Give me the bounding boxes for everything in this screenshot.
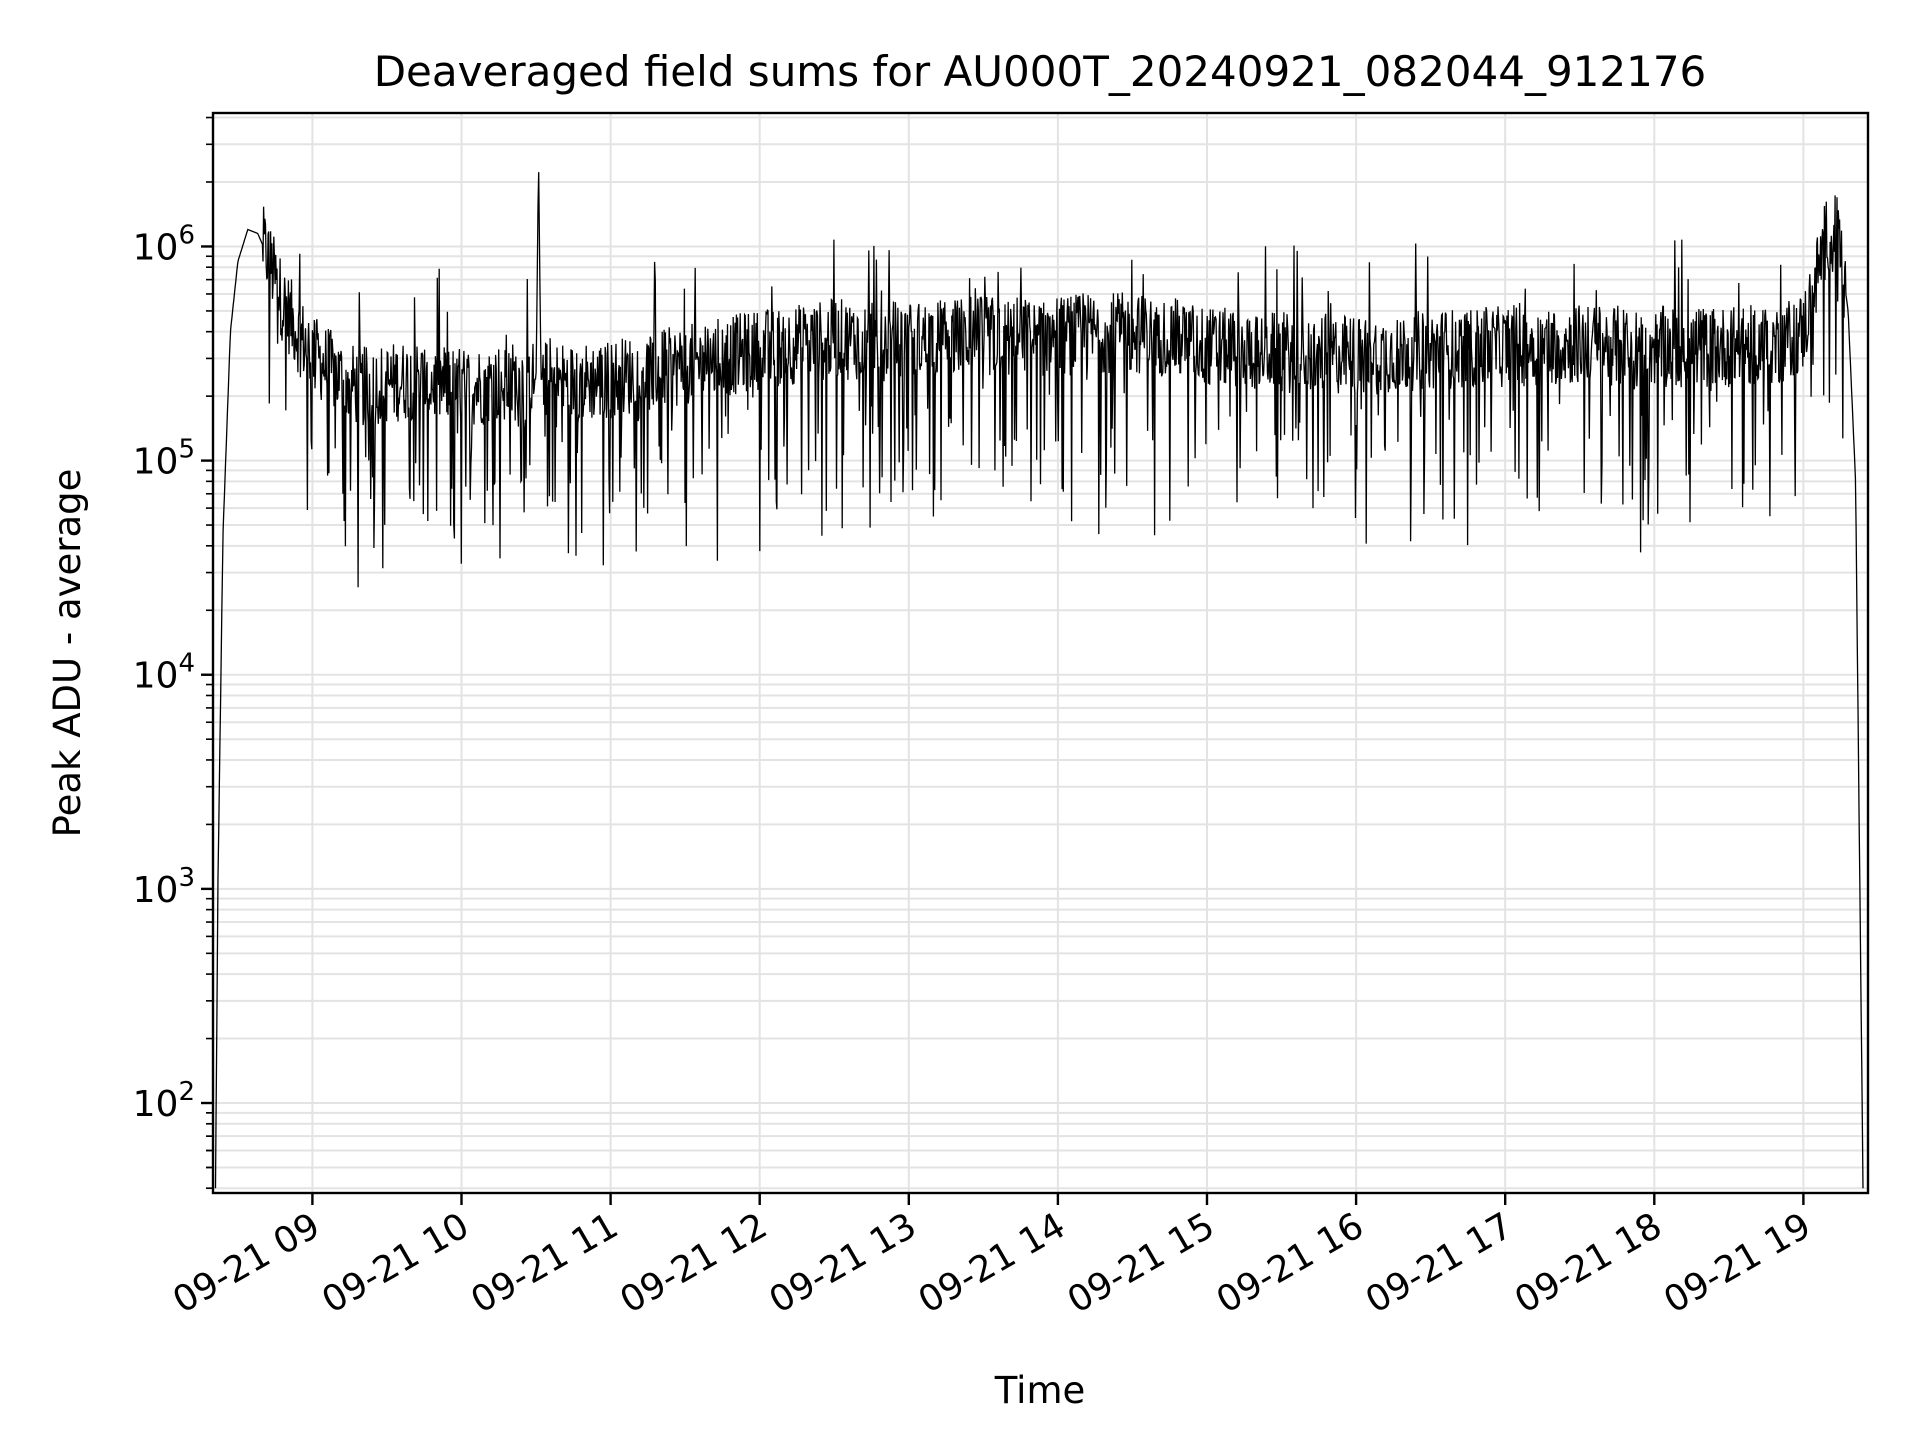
y-tick-label: 104 [133, 649, 195, 697]
x-tick-label: 09-21 09 [166, 1205, 327, 1321]
x-tick-label: 09-21 17 [1359, 1205, 1520, 1321]
x-axis-label: Time [994, 1369, 1086, 1412]
x-tick-label: 09-21 10 [315, 1205, 476, 1321]
y-tick-label: 103 [133, 863, 195, 911]
y-tick-exponent: 4 [178, 649, 195, 679]
x-tick-label: 09-21 19 [1657, 1205, 1818, 1321]
series-line [214, 172, 1864, 1189]
y-tick-label: 106 [133, 220, 195, 268]
plot-frame [211, 111, 1870, 1195]
y-tick-exponent: 6 [178, 220, 195, 250]
x-tick-label: 09-21 14 [912, 1205, 1073, 1321]
y-tick-exponent: 5 [178, 435, 195, 465]
y-tick-exponent: 2 [178, 1077, 195, 1107]
grid-layer [213, 113, 1868, 1193]
y-tick-exponent: 3 [178, 863, 195, 893]
y-tick-label: 102 [133, 1077, 195, 1125]
y-tick-label: 105 [133, 435, 195, 483]
y-tick-base: 10 [133, 227, 179, 268]
y-tick-base: 10 [133, 442, 179, 483]
y-tick-base: 10 [133, 656, 179, 697]
x-tick-label: 09-21 18 [1508, 1205, 1669, 1321]
y-tick-base: 10 [133, 870, 179, 911]
x-tick-label: 09-21 13 [763, 1205, 924, 1321]
x-tick-label: 09-21 11 [464, 1205, 625, 1321]
x-tick-label: 09-21 12 [614, 1205, 775, 1321]
series-layer [214, 172, 1864, 1189]
chart-title: Deaveraged field sums for AU000T_2024092… [374, 47, 1707, 96]
y-tick-base: 10 [133, 1084, 179, 1125]
x-tick-label: 09-21 16 [1210, 1205, 1371, 1321]
x-tick-label: 09-21 15 [1061, 1205, 1222, 1321]
y-axis-label: Peak ADU - average [46, 469, 89, 838]
